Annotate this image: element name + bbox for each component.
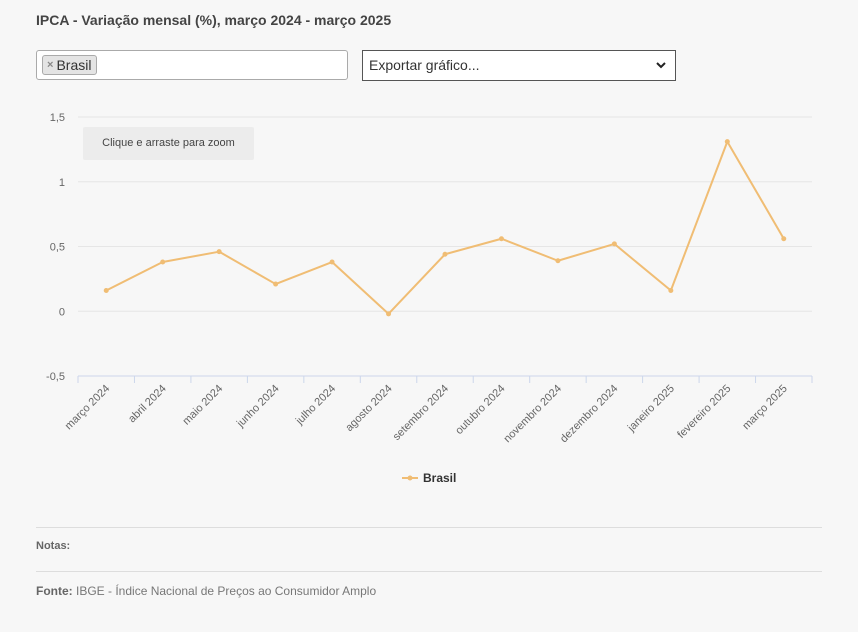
export-chart-select[interactable]: Exportar gráfico... bbox=[362, 50, 676, 81]
data-point bbox=[611, 241, 617, 247]
page-title: IPCA - Variação mensal (%), março 2024 -… bbox=[36, 12, 392, 28]
data-point bbox=[216, 249, 222, 255]
data-point bbox=[329, 259, 335, 265]
data-point bbox=[781, 236, 787, 242]
data-point bbox=[555, 258, 561, 264]
x-tick-label: janeiro 2025 bbox=[625, 383, 677, 435]
data-point bbox=[442, 251, 448, 257]
x-tick-label: agosto 2024 bbox=[343, 383, 394, 434]
region-filter-input[interactable]: × Brasil bbox=[36, 50, 348, 80]
series-line-brasil bbox=[105, 140, 785, 315]
chevron-down-icon bbox=[655, 51, 667, 91]
data-point bbox=[386, 311, 392, 317]
source-text: Fonte: IBGE - Índice Nacional de Preços … bbox=[36, 584, 376, 598]
divider bbox=[36, 527, 822, 528]
data-point bbox=[668, 288, 674, 294]
data-point bbox=[724, 139, 730, 145]
data-point bbox=[103, 288, 109, 294]
x-tick-label: outubro 2024 bbox=[453, 383, 507, 437]
data-point bbox=[273, 281, 279, 287]
source-label: Fonte: bbox=[36, 584, 73, 598]
y-tick-label: -0,5 bbox=[46, 371, 65, 383]
zoom-hint: Clique e arraste para zoom bbox=[83, 127, 254, 160]
x-tick-label: fevereiro 2025 bbox=[675, 383, 733, 441]
x-tick-label: novembro 2024 bbox=[501, 383, 564, 446]
x-tick-label: junho 2024 bbox=[234, 383, 282, 431]
x-tick-label: maio 2024 bbox=[180, 383, 225, 428]
legend-marker bbox=[407, 475, 413, 481]
remove-tag-icon[interactable]: × bbox=[47, 59, 54, 71]
x-tick-label: março 2025 bbox=[740, 383, 790, 433]
line-chart[interactable]: -0,5 0 0,5 1 1,5 março 2024 abril 2024 maio 202… bbox=[0, 0, 858, 520]
y-tick-label: 1,5 bbox=[50, 112, 65, 124]
legend-label: Brasil bbox=[423, 471, 456, 485]
x-tick-label: abril 2024 bbox=[126, 383, 169, 426]
y-tick-label: 0 bbox=[59, 306, 65, 318]
region-tag[interactable]: × Brasil bbox=[42, 55, 98, 75]
data-point bbox=[160, 259, 166, 265]
x-tick-label: setembro 2024 bbox=[391, 383, 451, 443]
x-tick-label: março 2024 bbox=[63, 383, 113, 433]
x-tick-label: julho 2024 bbox=[293, 383, 338, 428]
y-tick-label: 0,5 bbox=[50, 242, 65, 254]
data-point bbox=[498, 236, 504, 242]
divider bbox=[36, 571, 822, 572]
y-tick-label: 1 bbox=[59, 177, 65, 189]
region-tag-label: Brasil bbox=[56, 57, 92, 73]
notes-label: Notas: bbox=[36, 540, 71, 552]
export-chart-label: Exportar gráfico... bbox=[369, 57, 480, 73]
x-tick-label: dezembro 2024 bbox=[558, 383, 621, 446]
source-value: IBGE - Índice Nacional de Preços ao Cons… bbox=[76, 584, 377, 598]
